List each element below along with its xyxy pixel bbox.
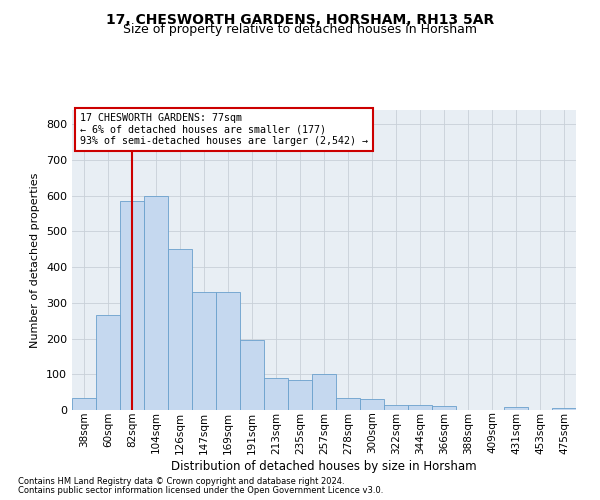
Bar <box>96 316 120 410</box>
Bar <box>264 378 288 410</box>
X-axis label: Distribution of detached houses by size in Horsham: Distribution of detached houses by size … <box>171 460 477 473</box>
Bar <box>120 201 144 410</box>
Text: Contains HM Land Registry data © Crown copyright and database right 2024.: Contains HM Land Registry data © Crown c… <box>18 477 344 486</box>
Bar <box>192 292 216 410</box>
Bar <box>72 398 96 410</box>
Bar <box>216 292 240 410</box>
Y-axis label: Number of detached properties: Number of detached properties <box>31 172 40 348</box>
Bar <box>336 398 360 410</box>
Bar <box>552 408 576 410</box>
Bar <box>504 407 528 410</box>
Bar <box>240 340 264 410</box>
Bar <box>312 374 336 410</box>
Bar <box>288 380 312 410</box>
Bar <box>360 400 384 410</box>
Bar <box>432 406 456 410</box>
Bar <box>384 404 408 410</box>
Text: 17 CHESWORTH GARDENS: 77sqm
← 6% of detached houses are smaller (177)
93% of sem: 17 CHESWORTH GARDENS: 77sqm ← 6% of deta… <box>80 113 368 146</box>
Text: Contains public sector information licensed under the Open Government Licence v3: Contains public sector information licen… <box>18 486 383 495</box>
Text: Size of property relative to detached houses in Horsham: Size of property relative to detached ho… <box>123 22 477 36</box>
Bar <box>168 250 192 410</box>
Text: 17, CHESWORTH GARDENS, HORSHAM, RH13 5AR: 17, CHESWORTH GARDENS, HORSHAM, RH13 5AR <box>106 12 494 26</box>
Bar <box>408 404 432 410</box>
Bar <box>144 196 168 410</box>
